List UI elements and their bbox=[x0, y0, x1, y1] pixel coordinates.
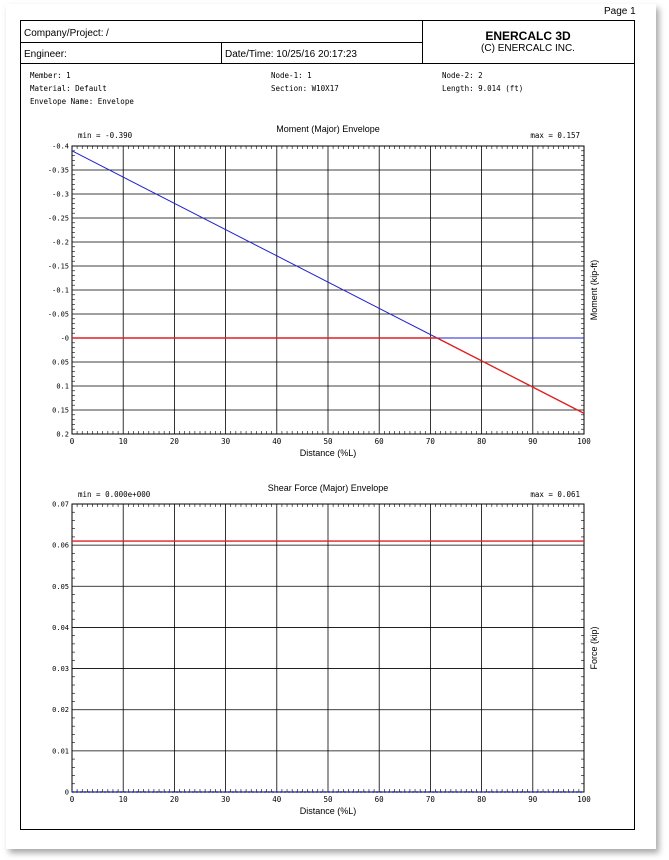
series-line-2 bbox=[72, 337, 585, 414]
date-divider bbox=[221, 42, 222, 63]
x-tick-label: 80 bbox=[477, 795, 487, 804]
y-tick-label: 0.05 bbox=[52, 583, 69, 591]
x-tick-label: 10 bbox=[119, 437, 129, 446]
material-info: Material: Default bbox=[30, 84, 107, 93]
y-tick-label: 0.2 bbox=[56, 431, 69, 439]
member-info: Member: 1 bbox=[30, 71, 71, 80]
x-tick-label: 20 bbox=[170, 437, 180, 446]
y-tick-label: -0 bbox=[61, 335, 69, 343]
y-tick-label: -0.15 bbox=[48, 263, 69, 271]
x-tick-label: 40 bbox=[272, 437, 282, 446]
y-axis-label: Force (kip) bbox=[589, 626, 599, 669]
y-tick-label: -0.25 bbox=[48, 215, 69, 223]
y-tick-label: 0.03 bbox=[52, 665, 69, 673]
min-label: min = 0.000e+000 bbox=[78, 490, 151, 499]
max-label: max = 0.061 bbox=[530, 490, 580, 499]
x-tick-label: 70 bbox=[426, 437, 436, 446]
company-label: Company/Project: bbox=[24, 28, 104, 39]
node2-info: Node-2: 2 bbox=[442, 71, 483, 80]
y-tick-label: 0.05 bbox=[52, 359, 69, 367]
x-tick-label: 50 bbox=[323, 437, 333, 446]
header-bottom-divider bbox=[20, 63, 635, 64]
y-tick-label: -0.05 bbox=[48, 311, 69, 319]
length-info: Length: 9.014 (ft) bbox=[442, 84, 524, 93]
x-tick-label: 0 bbox=[70, 437, 75, 446]
y-tick-label: 0.06 bbox=[52, 542, 69, 550]
x-tick-label: 90 bbox=[528, 437, 538, 446]
node1-info: Node-1: 1 bbox=[271, 71, 312, 80]
company-value: / bbox=[106, 28, 109, 39]
envelope-info: Envelope Name: Envelope bbox=[30, 97, 134, 106]
report-frame bbox=[20, 20, 635, 830]
x-tick-label: 70 bbox=[426, 795, 436, 804]
y-tick-label: -0.2 bbox=[52, 239, 69, 247]
x-tick-label: 80 bbox=[477, 437, 487, 446]
x-tick-label: 60 bbox=[375, 795, 385, 804]
chart-title: Shear Force (Major) Envelope bbox=[268, 483, 389, 493]
y-tick-label: 0.01 bbox=[52, 747, 69, 755]
page-number: Page 1 bbox=[604, 6, 636, 17]
y-tick-label: -0.4 bbox=[52, 143, 69, 151]
plot-frame bbox=[71, 145, 585, 435]
x-tick-label: 100 bbox=[577, 795, 591, 804]
x-tick-label: 30 bbox=[221, 795, 231, 804]
y-tick-label: -0.3 bbox=[52, 191, 69, 199]
y-tick-label: 0.07 bbox=[52, 501, 69, 509]
brand-divider bbox=[422, 20, 423, 63]
x-axis-label: Distance (%L) bbox=[300, 806, 357, 816]
min-label: min = -0.390 bbox=[78, 131, 133, 140]
x-tick-label: 60 bbox=[375, 437, 385, 446]
datetime: Date/Time: 10/25/16 20:17:23 bbox=[225, 49, 357, 60]
x-tick-label: 30 bbox=[221, 437, 231, 446]
chart-1: 0 10 20 30 40 50 60 70 80 90 100 -0.4 -0.35 -0.3 -0.25… bbox=[48, 124, 599, 458]
y-tick-label: 0.15 bbox=[52, 407, 69, 415]
x-tick-label: 0 bbox=[70, 795, 75, 804]
y-tick-label: 0.04 bbox=[52, 624, 69, 632]
section-info: Section: W10X17 bbox=[271, 84, 339, 93]
y-tick-label: -0.35 bbox=[48, 167, 69, 175]
x-tick-label: 100 bbox=[577, 437, 591, 446]
y-tick-label: -0.1 bbox=[52, 287, 69, 295]
x-axis-label: Distance (%L) bbox=[300, 448, 357, 458]
x-tick-label: 90 bbox=[528, 795, 538, 804]
chart-title: Moment (Major) Envelope bbox=[276, 124, 380, 134]
engineer-label: Engineer: bbox=[24, 49, 67, 60]
max-label: max = 0.157 bbox=[530, 131, 580, 140]
x-tick-label: 20 bbox=[170, 795, 180, 804]
chart-2: 0 10 20 30 40 50 60 70 80 90 100 0 0.01 0.02 0.03 0.04 0… bbox=[52, 483, 599, 816]
brand-subtitle: (C) ENERCALC INC. bbox=[481, 43, 575, 54]
report-page bbox=[6, 4, 656, 849]
x-tick-label: 50 bbox=[323, 795, 333, 804]
y-tick-label: 0.1 bbox=[56, 383, 69, 391]
y-tick-label: 0 bbox=[65, 789, 69, 797]
x-tick-label: 10 bbox=[119, 795, 129, 804]
x-tick-label: 40 bbox=[272, 795, 282, 804]
y-axis-label: Moment (kip-ft) bbox=[589, 260, 599, 321]
y-tick-label: 0.02 bbox=[52, 706, 69, 714]
brand-title: ENERCALC 3D bbox=[485, 29, 571, 43]
